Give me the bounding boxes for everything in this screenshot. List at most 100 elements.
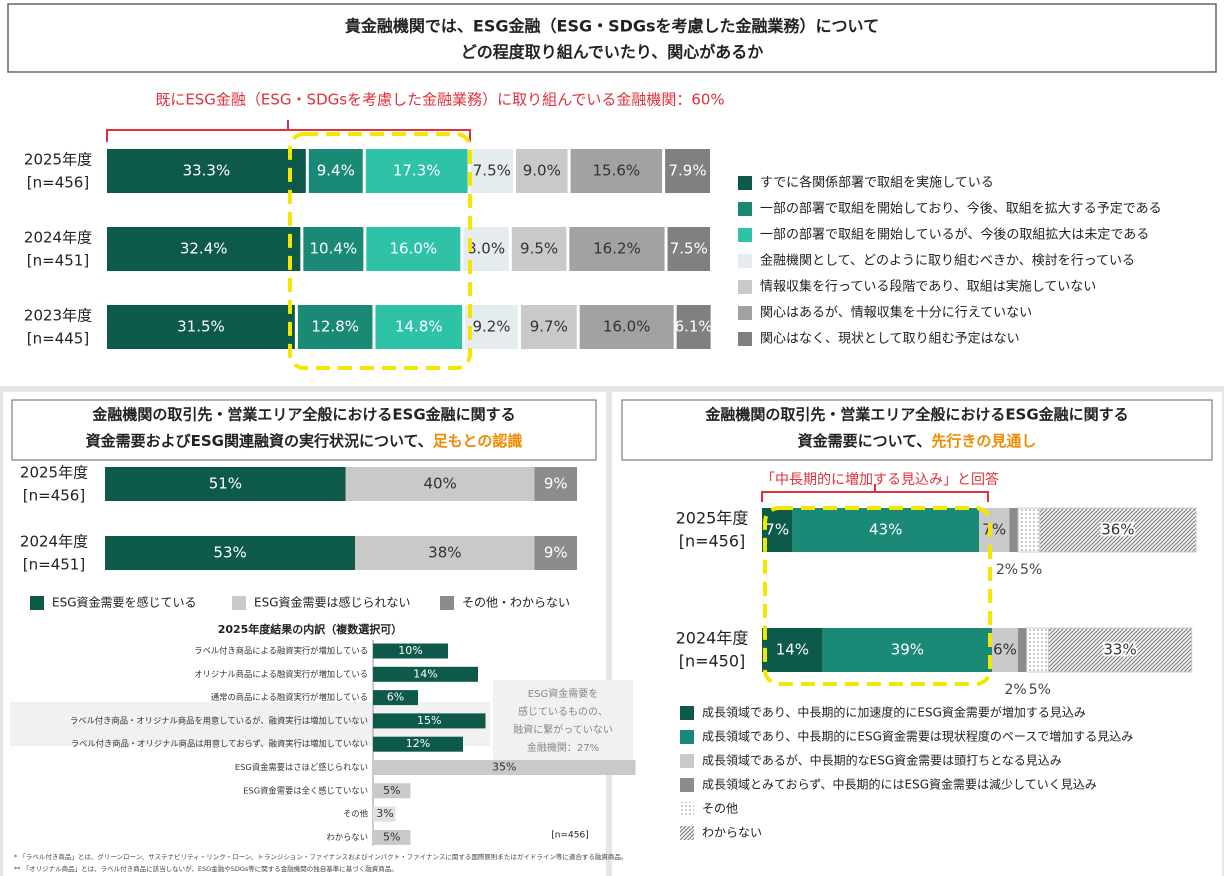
bar-segment: [107, 227, 301, 271]
bar-segment: [534, 467, 577, 501]
category-label: わからない: [327, 832, 369, 842]
category-label: 2025年度: [24, 151, 92, 169]
value-label: 32.4%: [180, 240, 228, 258]
value-label: 33%: [1103, 641, 1136, 659]
bar-segment: [762, 628, 823, 672]
annotation: 既にESG金融（ESG・SDGsを考慮した金融業務）に取り組んでいる金融機関：6…: [155, 91, 724, 109]
value-label: 9%: [544, 544, 568, 562]
value-label: 15.6%: [593, 162, 641, 180]
bracket: [761, 484, 989, 502]
value-label: 5%: [383, 830, 400, 843]
highlight-box: [763, 506, 992, 686]
category-label: 2025年度: [20, 464, 88, 482]
bar: [373, 783, 411, 799]
legend-swatch: [680, 754, 694, 768]
category-note: [n=451]: [27, 252, 89, 270]
category-note: [n=451]: [23, 556, 85, 574]
bar-segment: [470, 149, 514, 193]
value-label: 14%: [776, 641, 809, 659]
value-label: 38%: [428, 544, 461, 562]
legend-swatch: [680, 826, 694, 840]
bar-segment: [107, 305, 295, 349]
legend-swatch: [738, 254, 752, 268]
bar-segment: [1026, 627, 1049, 673]
bar-segment: [105, 467, 346, 501]
bar: [373, 760, 636, 775]
bar-segment: [1018, 628, 1027, 672]
legend-swatch: [680, 778, 694, 792]
value-label: 6%: [387, 691, 404, 704]
bar-segment: [105, 536, 356, 570]
bar-segment: [345, 467, 535, 501]
value-label: 7%: [982, 521, 1006, 539]
legend-label: 金融機関として、どのように取り組むべきか、検討を行っている: [760, 253, 1135, 269]
bar-segment: [570, 149, 663, 193]
legend-swatch: [680, 706, 694, 720]
bar: [373, 829, 411, 845]
annotation: 「中長期的に増加する見込み」と回答: [761, 471, 999, 488]
category-label: 2024年度: [24, 229, 92, 247]
bar-segment: [1009, 508, 1019, 552]
value-label: 5%: [1020, 562, 1042, 578]
category-note: [n=450]: [679, 652, 746, 671]
value-label: 9.5%: [520, 240, 558, 258]
value-label: 7%: [765, 521, 789, 539]
subtitle-text: 資金需要およびESG関連融資の実行状況について、: [86, 432, 433, 450]
title-line: 貴金融機関では、ESG金融（ESG・SDGsを考慮した金融業務）について: [345, 17, 879, 36]
legend-swatch: [738, 332, 752, 346]
bar-segment: [665, 149, 710, 193]
legend-swatch: [738, 280, 752, 294]
value-label: 9%: [544, 475, 568, 493]
subtitle-line: 金融機関の取引先・営業エリア全般におけるESG金融に関する: [91, 406, 515, 424]
legend-label: 情報収集を行っている段階であり、取組は実施していない: [760, 279, 1096, 295]
title-box: [7, 3, 1217, 73]
legend-swatch: [440, 596, 454, 610]
value-label: 6.1%: [675, 318, 713, 336]
subtitle-emphasis: 先行きの見通し: [931, 432, 1036, 450]
value-label: 16.2%: [593, 240, 641, 258]
category-note: [n=445]: [27, 330, 89, 348]
bar-segment: [303, 227, 364, 271]
value-label: 10.4%: [310, 240, 358, 258]
bar: [373, 713, 486, 729]
value-label: 10%: [398, 644, 422, 657]
legend-label: ESG資金需要を感じている: [52, 595, 197, 610]
value-label: 7.5%: [670, 240, 708, 258]
subtitle-box: [11, 399, 597, 461]
bar-segment: [792, 508, 979, 552]
value-label: 36%: [1101, 521, 1134, 539]
bar-segment: [534, 536, 577, 570]
value-label: 3%: [376, 807, 393, 820]
value-label: 14%: [413, 667, 437, 680]
bar-segment: [107, 149, 306, 193]
bar-segment: [366, 227, 461, 271]
legend-swatch: [680, 730, 694, 744]
subtitle-text: 資金需要について、: [798, 432, 932, 450]
subtitle-line: 資金需要およびESG関連融資の実行状況について、足もとの認識: [86, 432, 523, 450]
value-label: 43%: [869, 521, 902, 539]
legend-swatch: [232, 596, 246, 610]
legend-label: ESG資金需要は感じられない: [254, 595, 411, 610]
value-label: 17.3%: [393, 162, 441, 180]
legend-label: 成長領域であり、中長期的にESG資金需要は現状程度のペースで増加する見込み: [702, 729, 1133, 744]
bar-segment: [822, 628, 993, 672]
chart-subtitle: 2025年度結果の内訳（複数選択可）: [218, 622, 403, 636]
category-label: 2025年度: [676, 509, 749, 528]
bar-segment: [979, 508, 1010, 552]
bar-segment: [762, 508, 793, 552]
bar-segment: [465, 305, 518, 349]
category-note: [n=456]: [27, 174, 89, 192]
bar-segment: [569, 227, 665, 271]
category-label: ラベル付き商品による融資実行が増加している: [194, 646, 368, 656]
bar-segment: [297, 305, 373, 349]
callout-text: 金融機関：27%: [527, 741, 599, 754]
callout-text: 融資に繋がっていない: [513, 723, 613, 736]
bar-segment: [579, 305, 674, 349]
value-label: 12.8%: [311, 318, 359, 336]
value-label: 51%: [209, 475, 242, 493]
subtitle-line: 金融機関の取引先・営業エリア全般におけるESG金融に関する: [704, 406, 1128, 424]
legend-swatch: [738, 306, 752, 320]
category-note: [n=456]: [23, 487, 85, 505]
category-label: 2023年度: [24, 307, 92, 325]
